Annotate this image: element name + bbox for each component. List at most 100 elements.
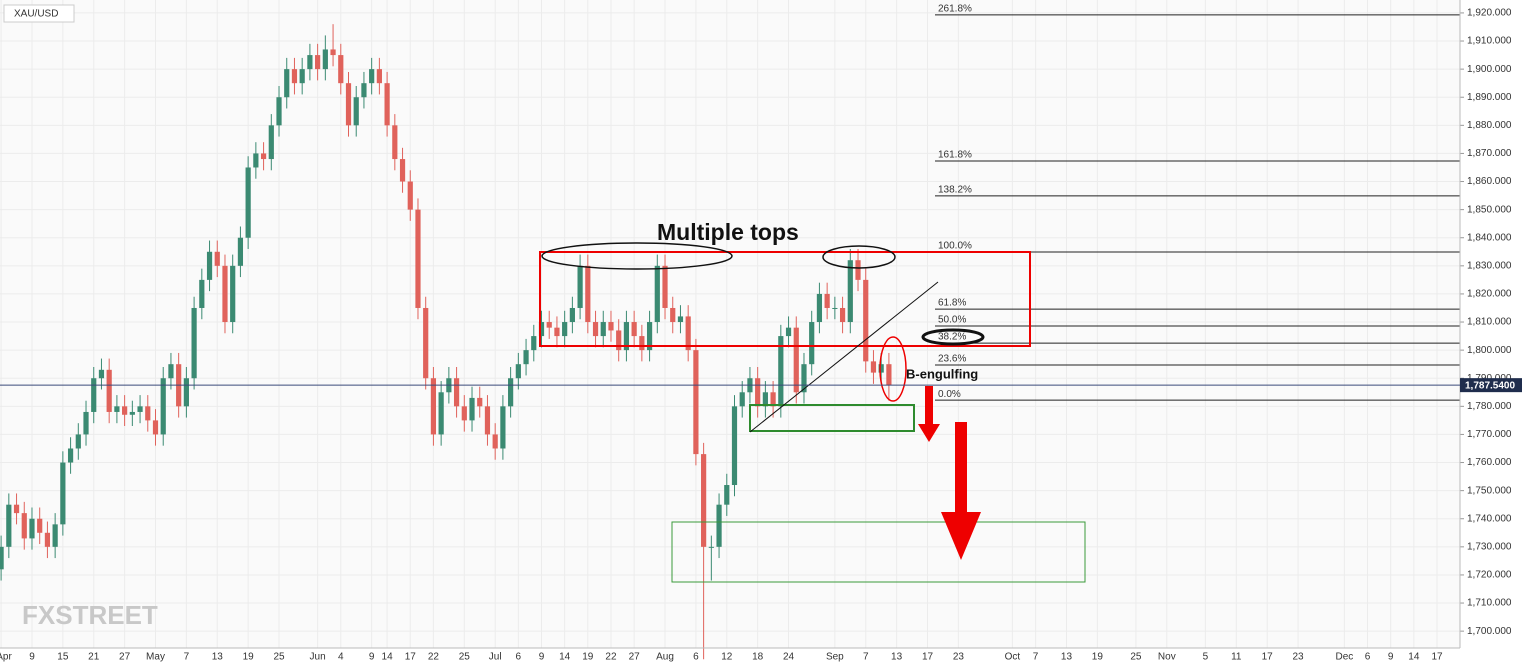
x-tick-label: 25 (1130, 652, 1142, 663)
trend-line (749, 281, 939, 433)
y-tick-label: 1,770.000 (1467, 429, 1512, 440)
candle-body (322, 49, 328, 70)
candle-body (423, 307, 429, 379)
top-ellipse (541, 242, 733, 270)
x-tick-label: 22 (605, 652, 617, 663)
x-tick-label: 7 (184, 652, 190, 663)
candle-body (639, 336, 645, 351)
support-box (749, 404, 915, 432)
x-tick-label: 17 (1262, 652, 1274, 663)
candle-body (376, 69, 382, 84)
candle-body (701, 454, 707, 547)
annotations-shapes (539, 242, 1086, 583)
candle-body (29, 518, 35, 539)
candle-body (353, 97, 359, 126)
candle-body (562, 322, 568, 337)
candle-body (345, 83, 352, 126)
logo: FXSTREET (22, 600, 158, 630)
candle-body (199, 279, 205, 308)
candle-body (531, 336, 537, 351)
x-tick-label: 14 (559, 652, 571, 663)
candle-body (415, 209, 421, 308)
x-tick-label: 6 (1365, 652, 1371, 663)
candle-body (315, 55, 321, 70)
candle-body (183, 378, 189, 407)
candle-body (369, 69, 375, 84)
x-tick-label: 6 (693, 652, 699, 663)
candle-body (809, 322, 815, 365)
candle-body (824, 293, 830, 308)
candle-body (886, 364, 892, 386)
candle-body (855, 260, 861, 280)
candle-body (847, 260, 853, 323)
candle-body (546, 322, 552, 328)
y-tick-label: 1,900.000 (1467, 64, 1512, 75)
candle-body (878, 364, 884, 373)
annotation: Multiple tops (657, 219, 799, 245)
candle-body (739, 392, 745, 407)
last-price-label: 1,787.5400 (1465, 380, 1515, 391)
candle-body (44, 532, 51, 547)
x-tick-label: 4 (338, 652, 344, 663)
x-tick-label: 17 (405, 652, 417, 663)
y-tick-label: 1,710.000 (1467, 598, 1512, 609)
fib-ellipse (921, 328, 985, 346)
arrow (918, 386, 940, 442)
candle-body (816, 293, 823, 323)
y-tick-label: 1,820.000 (1467, 289, 1512, 300)
candle-body (731, 406, 738, 486)
x-tick-label: 27 (629, 652, 641, 663)
candle-body (137, 406, 143, 412)
y-tick-label: 1,760.000 (1467, 457, 1512, 468)
candle-body (384, 83, 390, 126)
y-tick-label: 1,870.000 (1467, 148, 1512, 159)
x-tick-label: 25 (273, 652, 285, 663)
x-tick-label: 23 (1292, 652, 1304, 663)
y-tick-label: 1,730.000 (1467, 541, 1512, 552)
y-tick-label: 1,780.000 (1467, 401, 1512, 412)
candle-body (106, 369, 112, 412)
y-tick-label: 1,850.000 (1467, 204, 1512, 215)
x-tick-label: 13 (891, 652, 903, 663)
candle-body (523, 350, 529, 365)
x-tick-label: 17 (1431, 652, 1443, 663)
candle-body (129, 411, 135, 415)
candle-body (430, 378, 437, 435)
annotation: B-engulfing (906, 366, 978, 381)
candle-body (538, 322, 545, 337)
candle-body (500, 406, 506, 449)
x-tick-label: Apr (0, 652, 12, 663)
candle-body (83, 411, 89, 435)
target-box (671, 521, 1086, 583)
x-tick-label: 14 (1408, 652, 1420, 663)
candle-body (685, 316, 691, 351)
x-tick-label: 9 (369, 652, 375, 663)
candle-body (654, 265, 660, 323)
candle-body (677, 316, 684, 323)
candle-body (492, 434, 498, 449)
x-tick-label: Oct (1005, 652, 1021, 663)
x-tick-label: 6 (516, 652, 522, 663)
candle-body (801, 364, 807, 393)
candle-body (330, 49, 336, 56)
x-tick-label: 25 (459, 652, 471, 663)
candle-body (469, 397, 475, 421)
x-tick-label: 19 (243, 652, 255, 663)
candle-body (569, 307, 575, 323)
y-tick-label: 1,910.000 (1467, 36, 1512, 47)
candle-body (392, 125, 398, 160)
candle-body (407, 181, 413, 210)
y-tick-label: 1,860.000 (1467, 176, 1512, 187)
x-tick-label: 22 (428, 652, 440, 663)
x-tick-label: 12 (721, 652, 733, 663)
x-tick-label: Aug (656, 652, 674, 663)
x-tick-label: Dec (1335, 652, 1353, 663)
candle-body (307, 55, 313, 70)
candle-body (770, 392, 776, 407)
candle-body (206, 251, 213, 280)
candle-body (785, 327, 792, 337)
candle-body (230, 265, 236, 323)
x-tick-label: 9 (1388, 652, 1394, 663)
x-tick-label: Nov (1158, 652, 1176, 663)
